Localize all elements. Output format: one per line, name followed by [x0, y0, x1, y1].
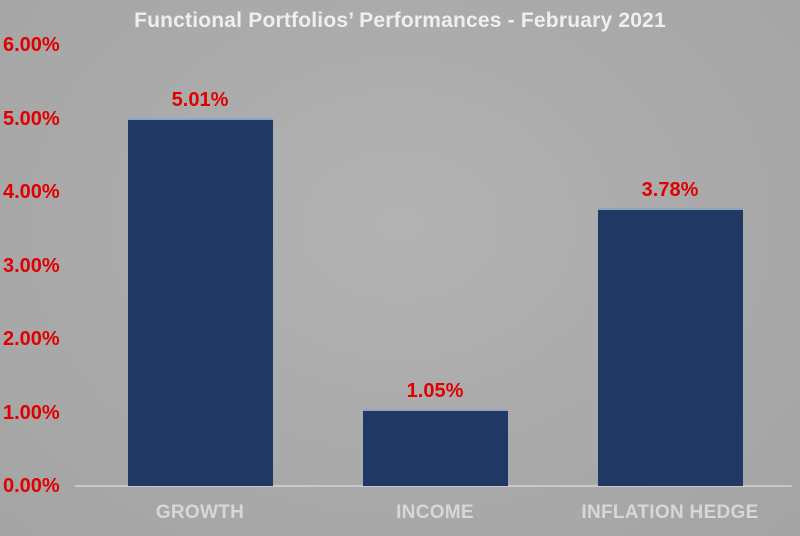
value-label-income: 1.05% — [406, 379, 464, 402]
y-tick-label: 6.00% — [3, 34, 60, 56]
bar-inflation-hedge — [597, 208, 743, 486]
category-label-income: INCOME — [396, 502, 474, 523]
y-tick-label: 4.00% — [3, 181, 60, 203]
bar-growth — [127, 117, 273, 486]
y-tick-label: 5.00% — [3, 107, 60, 130]
x-axis-line — [75, 485, 792, 487]
value-label-growth: 5.01% — [171, 88, 229, 111]
bar-income — [362, 408, 508, 486]
value-label-inflation-hedge: 3.78% — [641, 179, 699, 202]
chart-title: Functional Portfolios’ Performances - Fe… — [134, 9, 666, 32]
category-label-inflation-hedge: INFLATION HEDGE — [581, 502, 759, 523]
y-tick-label: 0.00% — [3, 475, 60, 497]
y-tick-label: 2.00% — [3, 328, 60, 350]
y-tick-label: 1.00% — [3, 401, 60, 424]
category-label-growth: GROWTH — [155, 502, 245, 523]
y-tick-label: 3.00% — [3, 254, 60, 277]
